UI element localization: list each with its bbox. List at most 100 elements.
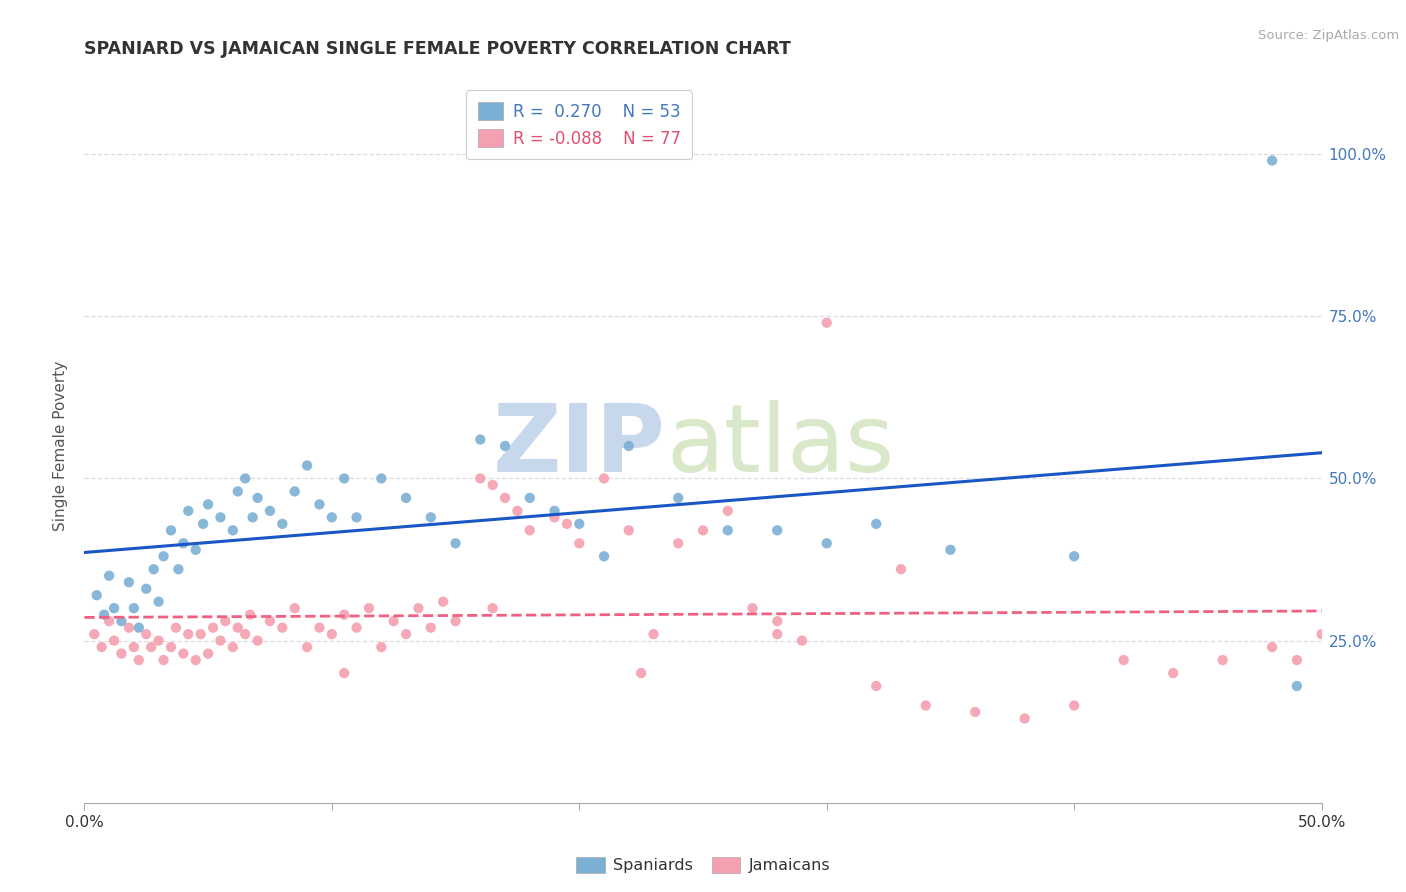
Point [741, 601, 763, 615]
Point [890, 562, 912, 576]
Point [239, 607, 262, 622]
Point [1261, 640, 1284, 654]
Point [233, 471, 256, 485]
Text: SPANIARD VS JAMAICAN SINGLE FEMALE POVERTY CORRELATION CHART: SPANIARD VS JAMAICAN SINGLE FEMALE POVER… [84, 40, 792, 58]
Point [470, 471, 492, 485]
Point [1161, 666, 1184, 681]
Point [494, 491, 516, 505]
Point [86, 588, 108, 602]
Point [444, 614, 467, 628]
Point [321, 510, 343, 524]
Text: atlas: atlas [666, 400, 894, 492]
Point [1261, 153, 1284, 168]
Point [152, 549, 174, 564]
Point [357, 601, 380, 615]
Point [165, 621, 187, 635]
Point [543, 504, 565, 518]
Text: Source: ZipAtlas.com: Source: ZipAtlas.com [1258, 29, 1399, 42]
Point [766, 627, 789, 641]
Text: ZIP: ZIP [494, 400, 666, 492]
Point [617, 439, 640, 453]
Point [209, 633, 232, 648]
Point [128, 653, 150, 667]
Point [172, 647, 194, 661]
Point [395, 627, 418, 641]
Point [122, 640, 145, 654]
Point [184, 653, 207, 667]
Point [271, 621, 294, 635]
Point [110, 614, 132, 628]
Point [160, 640, 183, 654]
Point [93, 607, 115, 622]
Point [333, 607, 356, 622]
Legend: R =  0.270    N = 53, R = -0.088    N = 77: R = 0.270 N = 53, R = -0.088 N = 77 [467, 90, 692, 160]
Point [914, 698, 936, 713]
Point [643, 627, 665, 641]
Point [1310, 627, 1333, 641]
Point [246, 491, 269, 505]
Point [197, 497, 219, 511]
Point [242, 510, 264, 524]
Point [308, 621, 330, 635]
Point [666, 491, 689, 505]
Point [555, 516, 578, 531]
Point [481, 601, 503, 615]
Point [226, 484, 249, 499]
Point [568, 536, 591, 550]
Point [506, 504, 529, 518]
Point [233, 627, 256, 641]
Point [98, 568, 121, 582]
Point [191, 516, 214, 531]
Point [717, 504, 740, 518]
Point [519, 491, 541, 505]
Point [284, 601, 307, 615]
Point [790, 633, 813, 648]
Point [284, 484, 307, 499]
Point [90, 640, 112, 654]
Point [122, 601, 145, 615]
Point [346, 621, 368, 635]
Point [226, 621, 249, 635]
Point [395, 491, 418, 505]
Point [1014, 711, 1036, 725]
Point [177, 627, 200, 641]
Point [128, 621, 150, 635]
Point [470, 433, 492, 447]
Point [1212, 653, 1234, 667]
Point [692, 524, 714, 538]
Point [1285, 653, 1308, 667]
Point [259, 504, 281, 518]
Point [333, 666, 356, 681]
Point [98, 614, 121, 628]
Point [382, 614, 405, 628]
Point [308, 497, 330, 511]
Point [939, 542, 962, 557]
Point [432, 595, 454, 609]
Point [815, 536, 838, 550]
Point [160, 524, 183, 538]
Point [408, 601, 430, 615]
Point [444, 536, 467, 550]
Point [1063, 698, 1085, 713]
Point [222, 640, 245, 654]
Point [1063, 549, 1085, 564]
Point [103, 633, 125, 648]
Point [202, 621, 225, 635]
Point [815, 316, 838, 330]
Point [593, 549, 616, 564]
Point [630, 666, 652, 681]
Point [148, 595, 170, 609]
Point [593, 471, 616, 485]
Point [118, 621, 141, 635]
Y-axis label: Single Female Poverty: Single Female Poverty [53, 361, 69, 531]
Point [118, 575, 141, 590]
Point [197, 647, 219, 661]
Point [214, 614, 236, 628]
Point [259, 614, 281, 628]
Point [152, 653, 174, 667]
Point [135, 627, 157, 641]
Point [142, 562, 165, 576]
Point [184, 542, 207, 557]
Point [148, 633, 170, 648]
Point [370, 471, 392, 485]
